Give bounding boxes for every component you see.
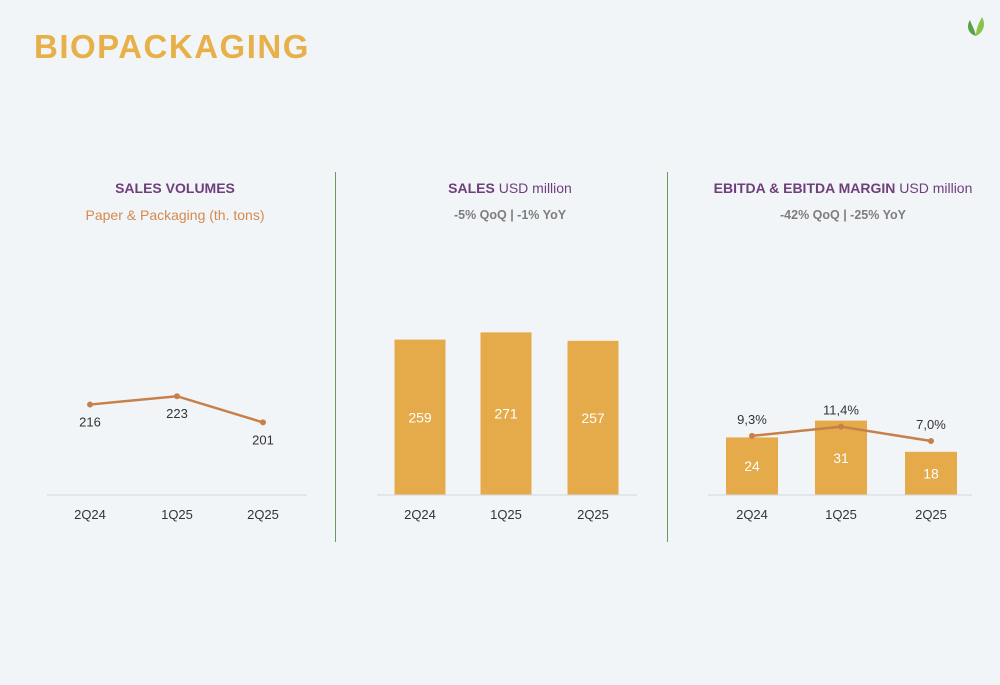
bar-value-label: 18 [923,465,939,481]
bar [394,339,446,495]
data-label: 223 [166,406,188,421]
bar-value-label: 31 [833,450,849,466]
x-tick-label: 2Q25 [247,507,279,522]
bar-value-label: 259 [408,409,432,425]
divider-right [667,172,668,542]
bar-value-label: 24 [744,458,760,474]
panel-ebitda: EBITDA & EBITDA MARGIN USD million -42% … [678,170,1000,550]
bar-value-label: 257 [581,410,605,426]
leaf-logo-icon [968,17,984,36]
panel-title: EBITDA & EBITDA MARGIN USD million [678,180,1000,196]
panel-title: SALES USD million [345,180,675,196]
divider-left [335,172,336,542]
bar-value-label: 271 [494,406,518,422]
margin-label: 7,0% [916,417,946,432]
bar [905,451,957,495]
x-tick-label: 2Q25 [915,507,947,522]
sales-chart: 259 271 257 2Q24 1Q25 2Q25 [377,332,637,522]
ebitda-chart: 24 31 18 9,3% 11,4% 7,0% 2Q24 1Q25 2Q25 [708,403,972,522]
data-label: 201 [252,432,274,447]
bar [567,340,619,495]
margin-label: 11,4% [823,403,859,418]
x-tick-label: 2Q25 [577,507,609,522]
data-label: 216 [79,415,101,430]
x-tick-label: 1Q25 [161,507,193,522]
panel-sales-volumes: SALES VOLUMES Paper & Packaging (th. ton… [10,170,340,550]
margin-point [928,438,934,444]
x-tick-label: 2Q24 [736,507,768,522]
panel-title-text: EBITDA & EBITDA MARGIN [713,180,896,196]
x-tick-label: 1Q25 [490,507,522,522]
margin-point [749,432,755,439]
panel-title-unit: USD million [498,180,572,196]
data-point [87,401,93,408]
page-title: BIOPACKAGING [34,28,310,65]
x-tick-label: 2Q24 [74,507,106,522]
data-point [174,393,180,400]
data-point [260,419,266,426]
margin-label: 9,3% [737,412,767,427]
margin-point [838,423,844,430]
change-annotation: -42% QoQ | -25% YoY [780,208,906,222]
x-tick-label: 1Q25 [825,507,857,522]
panel-title-text: SALES VOLUMES [115,180,235,196]
change-annotation: -5% QoQ | -1% YoY [453,208,567,222]
panel-title-unit: USD million [899,180,973,196]
panel-title: SALES VOLUMES [10,180,340,196]
panel-title-text: SALES [448,180,495,196]
panel-sales: SALES USD million -5% QoQ | -1% YoY 259 2… [345,170,675,550]
sales-volumes-chart: 2Q24 1Q25 2Q25 216 223 201 [47,393,307,522]
x-tick-label: 2Q24 [404,507,436,522]
bar [480,332,532,495]
bar [726,437,778,495]
bar [815,420,867,495]
panel-subtitle: Paper & Packaging (th. tons) [85,207,265,223]
